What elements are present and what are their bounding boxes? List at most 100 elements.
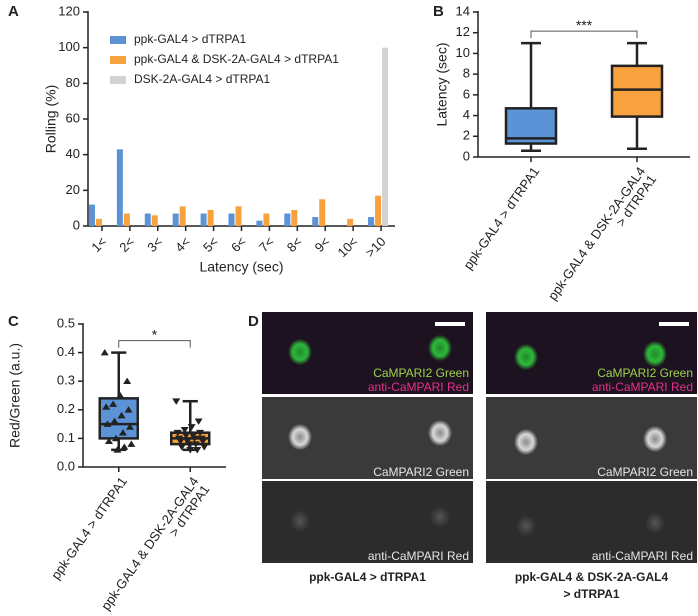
cell (428, 334, 452, 362)
bar (235, 206, 242, 226)
data-point (194, 418, 203, 425)
significance-bracket (118, 340, 191, 348)
legend-swatch (110, 36, 126, 44)
bar (144, 213, 151, 226)
cell (514, 428, 538, 456)
y-axis-label: Red/Green (a.u.) (7, 343, 23, 448)
data-point (180, 427, 189, 434)
x-tick-label: 7< (256, 234, 277, 255)
caption: > dTRPA1 (563, 587, 619, 601)
cell (290, 510, 310, 532)
data-point (198, 438, 207, 445)
x-tick-label: ppk-GAL4 & DSK-2A-GAL4 (545, 164, 648, 303)
significance: * (152, 326, 158, 342)
box (610, 64, 664, 118)
data-point (190, 435, 199, 442)
cell (643, 340, 667, 368)
y-tick-label: 10 (456, 45, 470, 60)
bar (228, 213, 235, 226)
y-tick-label: 8 (463, 66, 470, 81)
x-tick-label: 1< (88, 234, 109, 255)
data-point (110, 417, 119, 425)
data-point (123, 377, 132, 384)
y-tick-label: 40 (66, 146, 80, 161)
bar (123, 213, 130, 226)
data-point (100, 349, 109, 356)
bar (347, 218, 354, 226)
y-tick-label: 0.3 (57, 373, 75, 388)
scale-bar (659, 322, 689, 326)
data-point (196, 429, 205, 437)
bar (172, 213, 179, 226)
y-axis-label: Latency (sec) (434, 42, 450, 126)
data-point (177, 444, 186, 451)
x-tick-label: 3< (144, 234, 165, 255)
significance: *** (576, 17, 593, 33)
cell (288, 338, 312, 366)
bar (368, 217, 375, 226)
data-point (184, 441, 193, 448)
y-tick-label: 80 (66, 75, 80, 90)
bar (291, 209, 298, 226)
y-tick-label: 100 (58, 39, 80, 54)
box (98, 397, 139, 440)
bar (284, 213, 291, 226)
y-tick-label: 0 (463, 148, 470, 163)
legend-swatch (110, 56, 126, 64)
y-tick-label: 6 (463, 86, 470, 101)
data-point (118, 429, 127, 436)
x-tick-label: 8< (284, 234, 305, 255)
cell (288, 423, 312, 451)
bar (116, 149, 123, 226)
y-tick-label: 14 (456, 3, 470, 18)
channel-label: anti-CaMPARI Red (368, 549, 469, 563)
caption: ppk-GAL4 > dTRPA1 (309, 570, 426, 584)
data-point (116, 391, 125, 399)
data-point (182, 432, 191, 440)
panel-label: A (8, 3, 19, 20)
bar (200, 213, 207, 226)
data-point (103, 420, 112, 427)
legend-label: ppk-GAL4 & DSK-2A-GAL4 > dTRPA1 (134, 52, 339, 66)
data-point (186, 447, 195, 454)
channel-label: CaMPARI2 Green (597, 366, 693, 380)
data-point (176, 438, 185, 445)
y-axis-label: Rolling (%) (43, 85, 59, 153)
y-tick-label: 60 (66, 110, 80, 125)
cell (516, 515, 536, 537)
caption: ppk-GAL4 & DSK-2A-GAL4 (515, 570, 669, 584)
bar (151, 215, 158, 226)
bar (375, 195, 382, 226)
bar (88, 204, 95, 226)
bar (382, 47, 389, 226)
data-point (120, 443, 129, 450)
x-axis-label: Latency (sec) (199, 259, 283, 275)
data-point (104, 437, 113, 445)
data-point (124, 406, 133, 413)
data-point (193, 447, 202, 454)
y-tick-label: 120 (58, 3, 80, 18)
channel-label: anti-CaMPARI Red (592, 549, 693, 563)
channel-label: CaMPARI2 Green (597, 465, 693, 479)
channel-label: anti-CaMPARI Red (368, 380, 469, 394)
bar (207, 209, 214, 226)
channel-label: CaMPARI2 Green (373, 366, 469, 380)
data-point (200, 444, 209, 451)
data-point (117, 411, 126, 419)
y-tick-label: 0.2 (57, 401, 75, 416)
legend-label: ppk-GAL4 > dTRPA1 (134, 32, 246, 46)
y-tick-label: 4 (463, 107, 470, 122)
significance-bracket (530, 30, 638, 39)
cell (645, 512, 665, 534)
bar (95, 218, 102, 226)
data-point (191, 441, 200, 448)
cell (430, 506, 450, 528)
data-point (102, 403, 111, 410)
panel-label: D (248, 313, 259, 330)
x-tick-label: 2< (116, 234, 137, 255)
bar (319, 199, 326, 226)
y-tick-label: 0 (73, 217, 80, 232)
panel-label: C (8, 313, 19, 330)
bar (263, 213, 270, 226)
